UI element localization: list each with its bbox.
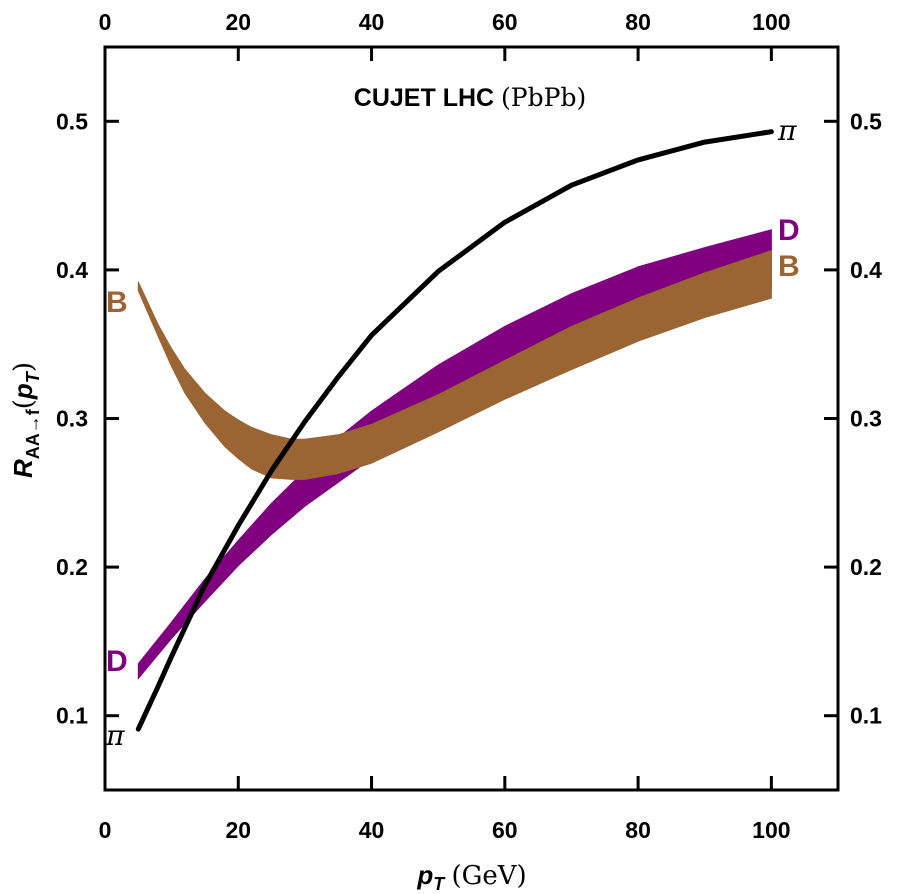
line-pi: [135, 129, 774, 732]
lines: [135, 129, 774, 732]
x-tick-label-top: 60: [492, 9, 518, 35]
x-tick-label-bottom: 60: [492, 817, 518, 843]
x-tick-label-bottom: 40: [359, 817, 385, 843]
x-tick-label-top: 0: [99, 9, 112, 35]
x-tick-label-top: 100: [752, 9, 790, 35]
x-tick-label-top: 20: [225, 9, 251, 35]
b-label-end: B: [778, 250, 800, 283]
pi-label-start: π: [105, 719, 125, 752]
y-tick-label-left: 0.2: [56, 554, 88, 580]
x-tick-label-top: 40: [359, 9, 385, 35]
x-tick-label-bottom: 100: [752, 817, 790, 843]
pi-label-end: π: [777, 114, 797, 147]
x-tick-label-bottom: 20: [225, 817, 251, 843]
y-tick-label-left: 0.3: [56, 406, 88, 432]
y-tick-label-left: 0.5: [56, 108, 88, 134]
b-label-start: B: [106, 286, 128, 319]
x-tick-label-bottom: 80: [625, 817, 651, 843]
y-tick-label-left: 0.1: [56, 703, 88, 729]
x-axis-title: pT (GeV): [416, 860, 526, 894]
chart-title: CUJET LHC (PbPb): [354, 83, 586, 112]
band-B: [137, 249, 772, 480]
y-axis-title: RAA→f(pT): [8, 362, 43, 478]
y-tick-label-right: 0.3: [850, 406, 882, 432]
x-tick-label-bottom: 0: [99, 817, 112, 843]
d-label-start: D: [106, 645, 128, 678]
x-tick-label-top: 80: [625, 9, 651, 35]
y-tick-label-right: 0.2: [850, 554, 882, 580]
y-tick-label-right: 0.1: [850, 703, 882, 729]
d-label-end: D: [778, 214, 800, 247]
bands: [137, 229, 772, 680]
y-tick-label-right: 0.5: [850, 108, 882, 134]
y-tick-label-left: 0.4: [56, 257, 88, 283]
ticks: 0 0 20 20 40 40 60 60 80 80 100 100 0.1 0.1 0.2 0.2 0.3 0…: [56, 9, 882, 843]
y-tick-label-right: 0.4: [850, 257, 882, 283]
